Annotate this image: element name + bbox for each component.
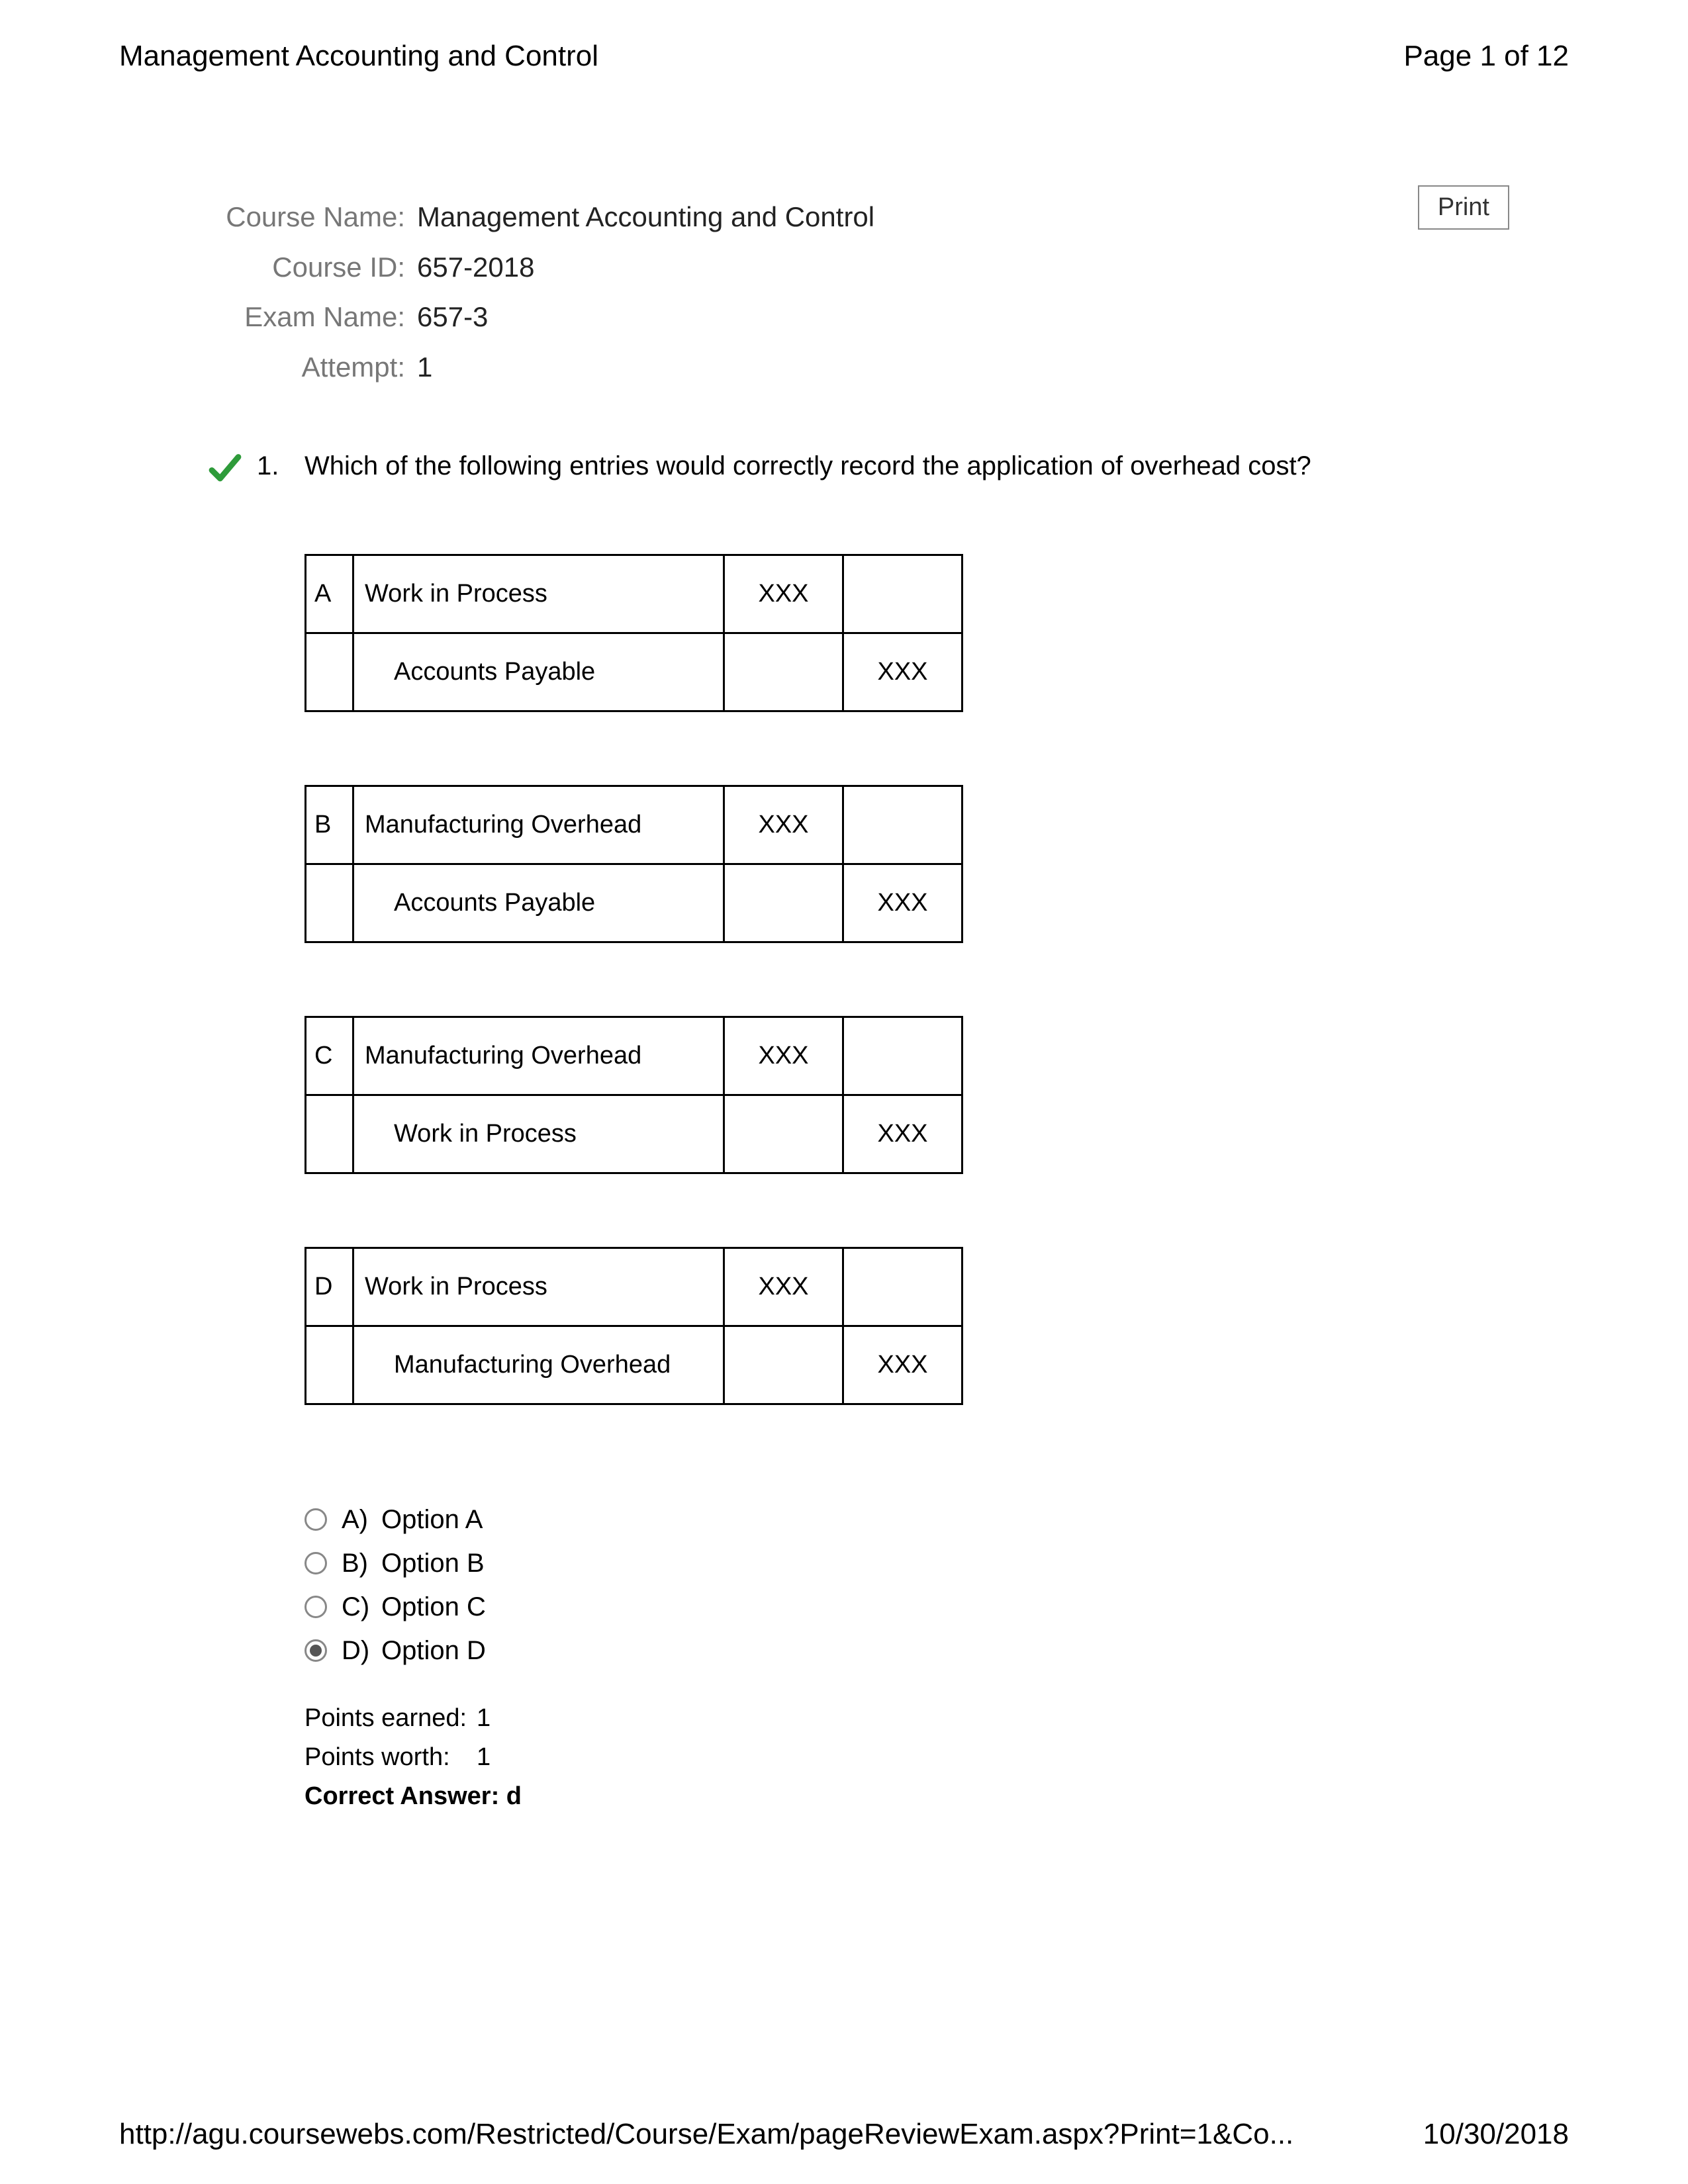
- credit-account: Work in Process: [353, 1095, 724, 1173]
- table-letter: B: [306, 786, 353, 864]
- credit-account: Accounts Payable: [353, 633, 724, 711]
- journal-table-d: D Work in Process XXX Manufacturing Over…: [305, 1247, 963, 1405]
- page: Management Accounting and Control Page 1…: [0, 0, 1688, 2184]
- course-id-label: Course ID:: [212, 242, 417, 293]
- option-label: Option C: [381, 1585, 486, 1629]
- course-name-value: Management Accounting and Control: [417, 192, 874, 242]
- debit-amount-empty: [724, 1095, 843, 1173]
- question-block: 1. Which of the following entries would …: [205, 451, 1569, 1816]
- table-letter-empty: [306, 1095, 353, 1173]
- journal-table-b: B Manufacturing Overhead XXX Accounts Pa…: [305, 785, 963, 943]
- debit-account: Manufacturing Overhead: [353, 786, 724, 864]
- table-letter: C: [306, 1017, 353, 1095]
- page-header: Management Accounting and Control Page 1…: [119, 40, 1569, 73]
- radio-icon: [305, 1596, 327, 1618]
- points-worth-value: 1: [477, 1738, 491, 1777]
- question-number: 1.: [257, 451, 279, 481]
- points-earned-value: 1: [477, 1699, 491, 1738]
- points-worth-label: Points worth:: [305, 1738, 477, 1777]
- course-id-value: 657-2018: [417, 242, 535, 293]
- option-letter: C): [342, 1585, 381, 1629]
- correct-answer-value: d: [506, 1777, 522, 1816]
- table-letter-empty: [306, 633, 353, 711]
- question-text: Which of the following entries would cor…: [305, 451, 1569, 481]
- journal-table-a: A Work in Process XXX Accounts Payable X…: [305, 554, 963, 712]
- attempt-label: Attempt:: [212, 342, 417, 392]
- table-letter: D: [306, 1248, 353, 1326]
- option-d[interactable]: D) Option D: [305, 1629, 1569, 1672]
- page-footer: http://agu.coursewebs.com/Restricted/Cou…: [119, 2118, 1569, 2151]
- debit-amount: XXX: [724, 1248, 843, 1326]
- credit-account: Accounts Payable: [353, 864, 724, 942]
- option-c[interactable]: C) Option C: [305, 1585, 1569, 1629]
- page-indicator: Page 1 of 12: [1403, 40, 1569, 73]
- option-a[interactable]: A) Option A: [305, 1498, 1569, 1541]
- options-block: A) Option A B) Option B C) Option C D) O…: [305, 1498, 1569, 1672]
- option-letter: D): [342, 1629, 381, 1672]
- table-letter-empty: [306, 1326, 353, 1404]
- table-letter-empty: [306, 864, 353, 942]
- header-title: Management Accounting and Control: [119, 40, 598, 73]
- debit-account: Work in Process: [353, 555, 724, 633]
- debit-account: Work in Process: [353, 1248, 724, 1326]
- radio-icon: [305, 1508, 327, 1531]
- option-letter: A): [342, 1498, 381, 1541]
- points-block: Points earned: 1 Points worth: 1 Correct…: [305, 1699, 1569, 1816]
- option-b[interactable]: B) Option B: [305, 1541, 1569, 1585]
- credit-amount-empty: [843, 555, 962, 633]
- credit-amount-empty: [843, 1248, 962, 1326]
- debit-amount: XXX: [724, 1017, 843, 1095]
- exam-name-label: Exam Name:: [212, 292, 417, 342]
- credit-amount: XXX: [843, 1095, 962, 1173]
- option-letter: B): [342, 1541, 381, 1585]
- credit-amount-empty: [843, 1017, 962, 1095]
- attempt-value: 1: [417, 342, 432, 392]
- footer-date: 10/30/2018: [1423, 2118, 1569, 2151]
- credit-amount: XXX: [843, 1326, 962, 1404]
- check-icon: [205, 449, 245, 488]
- exam-name-value: 657-3: [417, 292, 488, 342]
- journal-table-c: C Manufacturing Overhead XXX Work in Pro…: [305, 1016, 963, 1174]
- option-label: Option D: [381, 1629, 486, 1672]
- print-button[interactable]: Print: [1418, 185, 1509, 230]
- debit-account: Manufacturing Overhead: [353, 1017, 724, 1095]
- credit-amount: XXX: [843, 633, 962, 711]
- course-name-label: Course Name:: [212, 192, 417, 242]
- option-label: Option A: [381, 1498, 483, 1541]
- debit-amount-empty: [724, 864, 843, 942]
- points-earned-label: Points earned:: [305, 1699, 477, 1738]
- credit-amount: XXX: [843, 864, 962, 942]
- radio-icon: [305, 1552, 327, 1574]
- debit-amount-empty: [724, 633, 843, 711]
- debit-amount: XXX: [724, 786, 843, 864]
- debit-amount: XXX: [724, 555, 843, 633]
- footer-url: http://agu.coursewebs.com/Restricted/Cou…: [119, 2118, 1293, 2151]
- radio-icon: [305, 1639, 327, 1662]
- credit-amount-empty: [843, 786, 962, 864]
- correct-answer-label: Correct Answer:: [305, 1777, 499, 1816]
- option-label: Option B: [381, 1541, 485, 1585]
- debit-amount-empty: [724, 1326, 843, 1404]
- exam-meta: Course Name: Management Accounting and C…: [212, 192, 1569, 392]
- table-letter: A: [306, 555, 353, 633]
- credit-account: Manufacturing Overhead: [353, 1326, 724, 1404]
